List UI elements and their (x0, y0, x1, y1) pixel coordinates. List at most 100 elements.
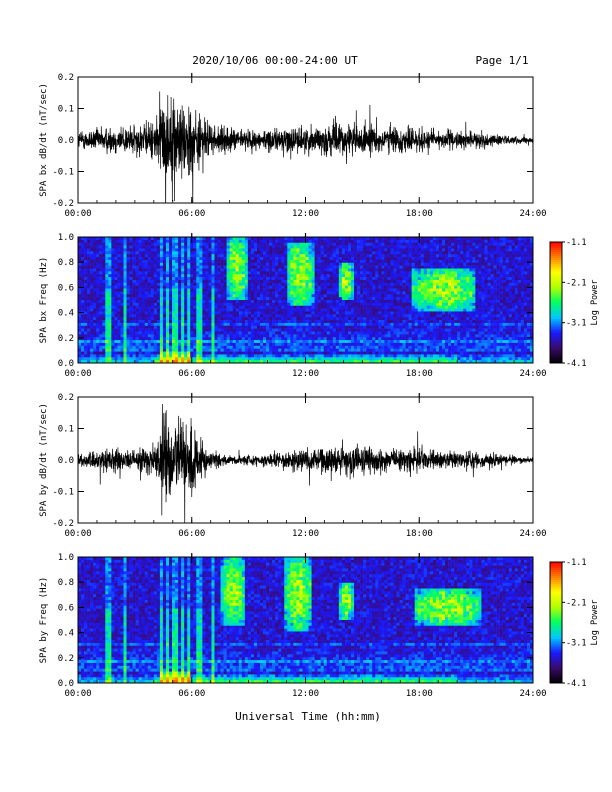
spectrogram-cell (120, 239, 124, 244)
spectrogram-cell (235, 245, 240, 249)
spectrogram-cell (305, 259, 309, 264)
spectrogram-cell (181, 325, 185, 329)
spectrogram-cell (181, 288, 185, 292)
spectrogram-cell (153, 254, 158, 258)
spectrogram-cell (87, 297, 91, 301)
spectrogram-cell (408, 308, 412, 312)
spectrogram-cell (196, 262, 200, 266)
spectrogram-cell (402, 357, 406, 361)
spectrogram-cell (78, 277, 82, 281)
spectrogram-cell (281, 354, 285, 358)
spectrogram-cell (208, 300, 212, 304)
spectrogram-cell (332, 294, 337, 298)
spectrogram-cell (202, 285, 206, 289)
spectrogram-cell (253, 251, 258, 255)
spectrogram-cell (414, 277, 419, 281)
spectrogram-cell (84, 251, 88, 255)
spectrogram-cell (293, 271, 297, 275)
spectrogram-cell (238, 248, 243, 252)
spectrogram-cell (129, 285, 133, 289)
spectrogram-cell (366, 237, 370, 241)
spectrogram-cell (305, 297, 309, 301)
spectrogram-cell (202, 271, 206, 275)
spectrogram-cell (159, 262, 164, 266)
spectrogram-cell (375, 285, 379, 289)
spectrogram-cell (111, 331, 115, 335)
spectrogram-cell (381, 257, 385, 261)
spectrogram-cell (329, 331, 334, 335)
spectrogram-cell (326, 331, 331, 335)
spectrogram-cell (147, 245, 152, 249)
spectrogram-cell (126, 257, 130, 261)
spectrogram-cell (287, 297, 291, 301)
spectrogram-cell (299, 265, 303, 269)
spectrogram-cell (147, 285, 152, 289)
spectrogram-cell (390, 328, 394, 332)
spectrogram-cell (311, 320, 315, 324)
spectrogram-cell (193, 357, 197, 361)
spectrogram-cell (172, 302, 176, 307)
spectrogram-cell (229, 302, 233, 307)
spectrogram-cell (229, 268, 233, 272)
spectrogram-cell (384, 357, 388, 361)
spectrogram-cell (384, 239, 388, 244)
spectrogram-cell (205, 302, 209, 307)
spectrogram-cell (129, 254, 133, 258)
spectrogram-cell (111, 328, 115, 332)
spectrogram-cell (393, 271, 397, 275)
spectrogram-cell (296, 274, 300, 278)
spectrogram-cell (132, 237, 136, 241)
spectrogram-cell (181, 251, 185, 255)
spectrogram-cell (347, 237, 352, 241)
spectrogram-cell (253, 265, 258, 269)
spectrogram-cell (357, 254, 361, 258)
spectrogram-cell (287, 259, 291, 264)
spectrogram-cell (256, 342, 261, 347)
spectrogram-cell (93, 302, 97, 307)
spectrogram-cell (290, 351, 294, 355)
spectrogram-cell (187, 254, 191, 258)
spectrogram-cell (178, 237, 182, 241)
spectrogram-cell (308, 274, 312, 278)
spectrogram-cell (266, 237, 270, 241)
spectrogram-cell (323, 259, 328, 264)
spectrogram-cell (314, 320, 318, 324)
spectrogram-cell (341, 308, 346, 312)
spectrogram-cell (178, 345, 182, 349)
spectrogram-cell (214, 317, 218, 321)
spectrogram-cell (344, 274, 349, 278)
spectrogram-cell (311, 308, 315, 312)
spectrogram-cell (199, 331, 203, 335)
spectrogram-cell (335, 268, 340, 272)
spectrogram-cell (108, 262, 112, 266)
spectrogram-cell (408, 245, 412, 249)
spectrogram-cell (211, 322, 215, 327)
spectrogram-cell (144, 300, 149, 304)
spectrogram-cell (375, 294, 379, 298)
spectrogram-cell (205, 291, 209, 295)
spectrogram-cell (193, 354, 197, 358)
spectrogram-cell (396, 317, 400, 321)
spectrogram-cell (153, 314, 158, 318)
spectrogram-cell (314, 314, 318, 318)
spectrogram-cell (354, 245, 358, 249)
spectrogram-cell (369, 345, 373, 349)
spectrogram-cell (211, 345, 215, 349)
spectrogram-cell (347, 291, 352, 295)
spectrogram-cell (129, 257, 133, 261)
spectrogram-cell (162, 314, 167, 318)
spectrogram-cell (120, 288, 124, 292)
spectrogram-cell (114, 262, 118, 266)
spectrogram-cell (390, 257, 394, 261)
spectrogram-cell (211, 288, 215, 292)
spectrogram-cell (99, 277, 103, 281)
spectrogram-cell (111, 242, 115, 246)
spectrogram-cell (159, 288, 164, 292)
spectrogram-cell (123, 294, 127, 298)
spectrogram-cell (338, 237, 343, 241)
spectrogram-cell (220, 360, 224, 364)
spectrogram-cell (153, 294, 158, 298)
spectrogram-cell (135, 242, 139, 246)
spectrogram-cell (223, 328, 227, 332)
spectrogram-cell (266, 320, 270, 324)
